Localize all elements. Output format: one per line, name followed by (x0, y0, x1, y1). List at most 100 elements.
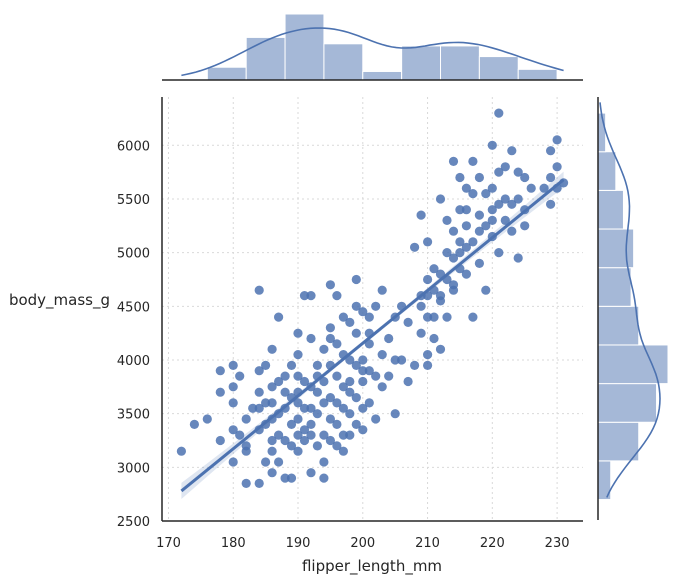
scatter-point (228, 425, 238, 435)
y-tick-label: 4000 (117, 354, 150, 369)
scatter-point (338, 312, 348, 322)
scatter-point (358, 403, 368, 413)
regression-line (180, 178, 565, 493)
scatter-point (332, 291, 342, 301)
scatter-point (215, 366, 225, 376)
scatter-point (468, 156, 478, 166)
marginal-y-bar (597, 267, 632, 307)
scatter-point (377, 382, 387, 392)
marginal-x-bar (323, 43, 364, 81)
scatter-point (267, 344, 277, 354)
marginal-y-kde-curve (599, 102, 661, 498)
scatter-point (228, 360, 238, 370)
y-tick-label: 4500 (117, 300, 150, 315)
scatter-point (319, 430, 329, 440)
scatter-point (364, 312, 374, 322)
scatter-point (261, 398, 271, 408)
y-tick-label: 3500 (117, 408, 150, 423)
scatter-point (299, 435, 310, 446)
scatter-point (429, 333, 439, 344)
x-tick-label: 170 (156, 536, 181, 551)
scatter-point (423, 312, 433, 322)
scatter-point (435, 194, 446, 204)
scatter-point (325, 280, 335, 290)
x-tick-labels: 170 180 190 200 210 220 230 (156, 536, 569, 551)
scatter-point (228, 457, 238, 467)
scatter-point (280, 473, 290, 483)
scatter-point (325, 414, 335, 424)
scatter-point (299, 376, 310, 387)
scatter-point (552, 135, 562, 145)
scatter-point (332, 419, 342, 429)
scatter-point (468, 237, 478, 247)
scatter-point (325, 393, 335, 403)
scatter-point (202, 414, 212, 424)
marginal-x-histogram (162, 13, 583, 81)
scatter-point (461, 205, 471, 215)
scatter-point (546, 146, 556, 156)
scatter-point (474, 172, 484, 183)
scatter-point (384, 333, 394, 344)
scatter-point (345, 376, 355, 387)
scatter-point (358, 355, 368, 365)
scatter-point (410, 360, 420, 370)
scatter-point (332, 441, 342, 451)
scatter-point (286, 473, 297, 483)
scatter-point (215, 435, 225, 446)
scatter-point (487, 140, 497, 150)
scatter-point (312, 387, 322, 397)
scatter-point (299, 403, 310, 413)
y-tick-label: 5000 (117, 247, 150, 262)
scatter-point (468, 312, 478, 322)
scatter-point (364, 398, 374, 408)
scatter-point (507, 146, 517, 156)
x-tick-label: 190 (286, 536, 311, 551)
scatter-point (319, 376, 329, 387)
scatter-point (539, 183, 549, 193)
scatter-point (474, 210, 484, 220)
scatter-point (332, 339, 342, 349)
scatter-point (261, 360, 271, 370)
scatter-point (286, 419, 297, 429)
scatter-point (254, 478, 264, 488)
marginal-y-bar (597, 421, 640, 462)
x-tick-label: 210 (415, 536, 440, 551)
scatter-point (351, 360, 361, 370)
scatter-point (513, 253, 523, 263)
scatter-point (474, 258, 484, 268)
scatter-point (235, 371, 245, 381)
scatter-point (500, 162, 510, 172)
scatter-point (312, 360, 322, 370)
scatter-point (397, 355, 407, 365)
scatter-point (507, 199, 517, 209)
scatter-point (358, 366, 368, 376)
scatter-point (371, 414, 381, 424)
scatter-point (429, 312, 439, 322)
scatter-point (306, 419, 316, 429)
marginal-x-bar (206, 66, 247, 81)
scatter-point (293, 414, 303, 424)
scatter-point (176, 446, 186, 456)
scatter-point (494, 108, 504, 118)
scatter-point (345, 409, 355, 419)
scatter-point (338, 403, 348, 413)
scatter-point (403, 376, 413, 387)
scatter-point (267, 468, 277, 478)
scatter-point (280, 387, 290, 397)
scatter-point (390, 355, 400, 365)
scatter-point (416, 328, 426, 338)
scatter-point (377, 285, 387, 295)
scatter-point (513, 194, 523, 204)
scatter-point (319, 398, 329, 408)
scatter-point (487, 215, 497, 225)
scatter-point (338, 446, 348, 456)
y-tick-labels: 2500 3000 3500 4000 4500 5000 5500 6000 (117, 139, 150, 530)
scatter-point (435, 291, 446, 301)
scatter-point (254, 366, 264, 376)
scatter-point (248, 403, 258, 413)
scatter-point (358, 425, 368, 435)
scatter-point (351, 274, 361, 285)
scatter-point (345, 355, 355, 365)
marginal-y-histogram (597, 97, 669, 520)
scatter-point (274, 376, 284, 387)
